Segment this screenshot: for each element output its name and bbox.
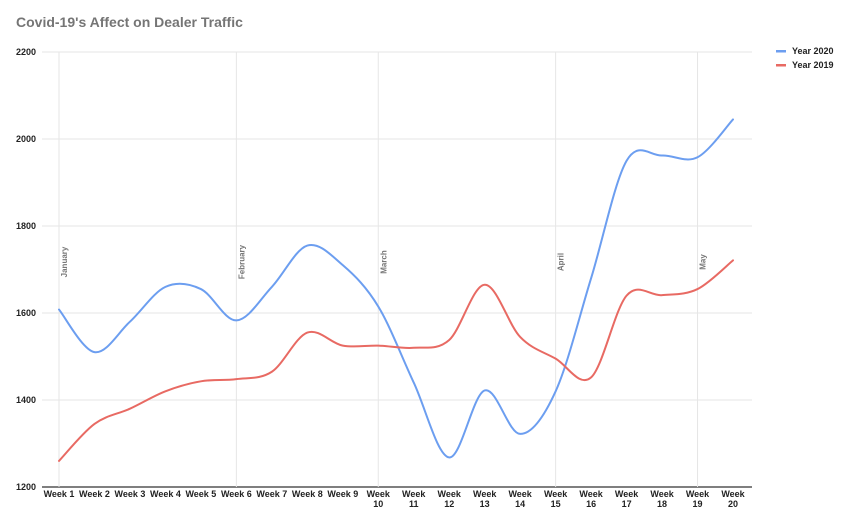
y-tick-label: 2200 (16, 47, 36, 57)
x-tick-label: Week 12 (438, 489, 462, 509)
chart-title: Covid-19's Affect on Dealer Traffic (16, 14, 243, 30)
x-tick-label: Week 20 (721, 489, 745, 509)
x-tick-label: Week 16 (579, 489, 603, 509)
x-tick-label: Week 13 (473, 489, 497, 509)
y-tick-label: 2000 (16, 134, 36, 144)
x-tick-label: Week 3 (115, 489, 146, 499)
legend-label: Year 2020 (792, 46, 834, 56)
annotation-label: January (60, 246, 69, 277)
x-tick-label: Week 18 (650, 489, 674, 509)
x-tick-label: Week 17 (615, 489, 639, 509)
x-tick-label: Week 6 (221, 489, 252, 499)
x-tick-label: Week 15 (544, 489, 568, 509)
annotation-label: February (237, 244, 246, 279)
legend-label: Year 2019 (792, 60, 834, 70)
x-tick-label: Week 4 (150, 489, 181, 499)
x-tick-label: Week 7 (256, 489, 287, 499)
annotation-label: April (557, 253, 566, 271)
y-axis-ticks: 1200 1400 1600 1800 2000 2200 (16, 47, 36, 492)
x-axis-ticks: Week 1 Week 2 Week 3 Week 4 Week 5 Week 6 Week… (44, 489, 746, 509)
month-annotations: January February March April May (60, 244, 708, 279)
grid-lines (42, 51, 752, 488)
x-tick-label: Week 19 (686, 489, 710, 509)
legend-swatch (776, 64, 786, 67)
series-lines (58, 118, 734, 462)
x-tick-label: Week 5 (185, 489, 216, 499)
y-tick-label: 1800 (16, 221, 36, 231)
x-tick-label: Week 14 (508, 489, 532, 509)
y-tick-label: 1200 (16, 482, 36, 492)
x-tick-label: Week 8 (292, 489, 323, 499)
x-tick-label: Week 10 (367, 489, 391, 509)
legend-swatch (776, 50, 786, 53)
x-tick-label: Week 9 (327, 489, 358, 499)
annotation-label: March (379, 250, 388, 274)
x-tick-label: Week 1 (44, 489, 75, 499)
series-line-year-2019 (58, 259, 734, 462)
x-tick-label: Week 11 (402, 489, 426, 509)
annotation-label: May (699, 254, 708, 270)
legend: Year 2020 Year 2019 (776, 46, 834, 70)
y-tick-label: 1600 (16, 308, 36, 318)
series-line-year-2020 (58, 118, 734, 459)
x-tick-label: Week 2 (79, 489, 110, 499)
y-tick-label: 1400 (16, 395, 36, 405)
